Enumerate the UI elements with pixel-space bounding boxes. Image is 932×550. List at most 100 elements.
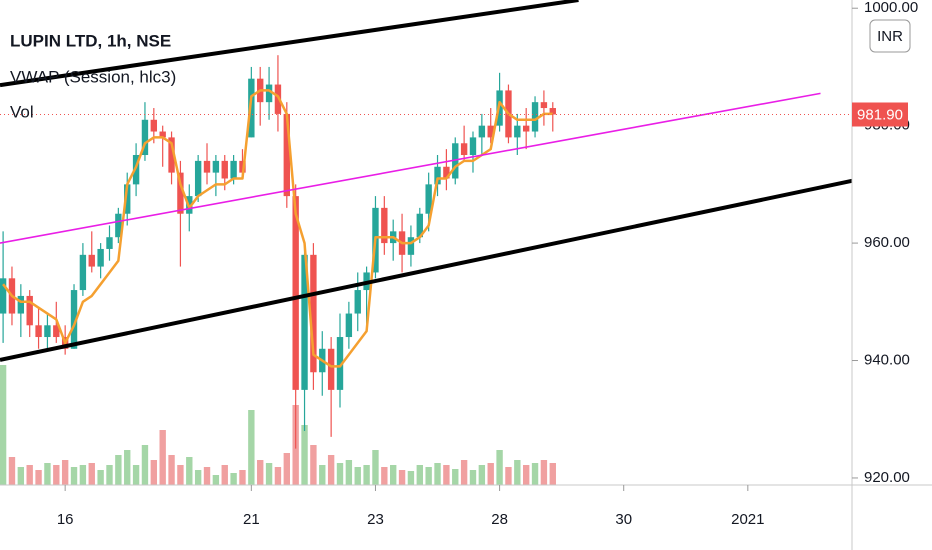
volume-bar [549, 463, 556, 485]
volume-bar [514, 460, 521, 485]
candle-body [310, 254, 317, 373]
y-tick-label: 1000.00 [864, 0, 918, 16]
plot-area [0, 0, 853, 485]
candle-body [274, 84, 282, 114]
volume-bar [381, 467, 388, 485]
volume-bar [194, 470, 202, 485]
volume-bar [487, 463, 494, 485]
currency-label[interactable]: INR [877, 28, 903, 45]
currency-box[interactable] [869, 19, 911, 53]
volume-bar [354, 467, 361, 485]
candle-body [115, 213, 122, 238]
volume-bar [274, 467, 282, 485]
trendline [0, 0, 579, 88]
x-tick-label: 28 [491, 511, 508, 528]
volume-bar [17, 467, 25, 485]
volume-bar [177, 465, 184, 485]
candle-body [460, 143, 468, 156]
volume-bar [425, 467, 432, 485]
volume-bar [35, 470, 42, 485]
volume-bar [531, 463, 539, 485]
candle-body [168, 137, 175, 173]
candle-body [248, 78, 255, 138]
volume-bar [239, 470, 246, 485]
candle-body [522, 125, 530, 132]
volume-bar [150, 460, 158, 485]
y-tick-label: 940.00 [864, 351, 910, 368]
volume-bar [159, 430, 166, 485]
volume-bar [496, 450, 503, 485]
candle-body [26, 295, 33, 326]
volume-bar [336, 463, 344, 485]
volume-bar [398, 470, 406, 485]
candle-body [79, 254, 87, 291]
y-tick-label: 920.00 [864, 469, 910, 486]
candle-body [194, 160, 202, 197]
x-tick-label: 23 [367, 511, 384, 528]
candle-body [425, 184, 432, 214]
candle-body [487, 125, 494, 138]
candle-body [292, 196, 299, 390]
candle-body [53, 325, 60, 338]
candle-body [354, 290, 361, 314]
candle-body [141, 119, 149, 156]
vwap-line [2, 89, 553, 368]
y-tick-label: 960.00 [864, 234, 910, 251]
candle-body [531, 102, 539, 132]
volume-bar [540, 460, 548, 485]
volume-bar [416, 465, 423, 485]
volume-bar [327, 455, 335, 485]
volume-bar [363, 465, 370, 485]
volume-bar [53, 465, 60, 485]
volume-bar [106, 465, 113, 485]
trendline [0, 92, 821, 244]
volume-bar [186, 457, 193, 485]
volume-bar [203, 467, 211, 485]
candle-body [230, 160, 237, 179]
symbol-title: LUPIN LTD, 1h, NSE [10, 31, 171, 50]
volume-bar [372, 450, 379, 485]
candle-body [327, 348, 335, 390]
volume-bar [452, 469, 459, 485]
volume-bar [212, 475, 220, 485]
volume-bar [61, 460, 69, 485]
volume-bar [407, 471, 415, 485]
candle-body [345, 313, 353, 338]
candle-body [283, 113, 290, 197]
volume-bar [230, 473, 237, 485]
candle-body [150, 119, 158, 132]
volume-bar [115, 455, 122, 485]
candle-body [549, 108, 556, 115]
indicator-legend[interactable]: Vol [10, 102, 34, 121]
candle-body [177, 172, 184, 214]
candle-body [407, 237, 415, 255]
volume-bar [283, 453, 290, 485]
candle-body [203, 160, 211, 173]
candle-body [416, 213, 423, 238]
candle-body [221, 160, 228, 179]
volume-bar [265, 463, 273, 485]
volume-bar [434, 463, 441, 485]
volume-bar [141, 445, 149, 485]
candle-body [132, 155, 140, 185]
volume-bar [345, 460, 353, 485]
candle-body [452, 143, 459, 179]
candle-body [265, 84, 273, 103]
x-tick-label: 16 [57, 511, 74, 528]
candle-body [97, 248, 104, 267]
candle-body [88, 254, 95, 267]
volume-bar [8, 457, 16, 485]
volume-bar [257, 460, 264, 485]
x-tick-label: 2021 [731, 511, 764, 528]
volume-bar [0, 365, 7, 485]
volume-bar [469, 470, 477, 485]
candle-body [469, 137, 477, 156]
volume-bar [168, 455, 175, 485]
volume-bar [310, 445, 317, 485]
volume-bar [79, 465, 87, 485]
x-tick-label: 30 [615, 511, 632, 528]
candle-body [70, 290, 78, 349]
indicator-legend[interactable]: VWAP (Session, hlc3) [10, 67, 176, 86]
